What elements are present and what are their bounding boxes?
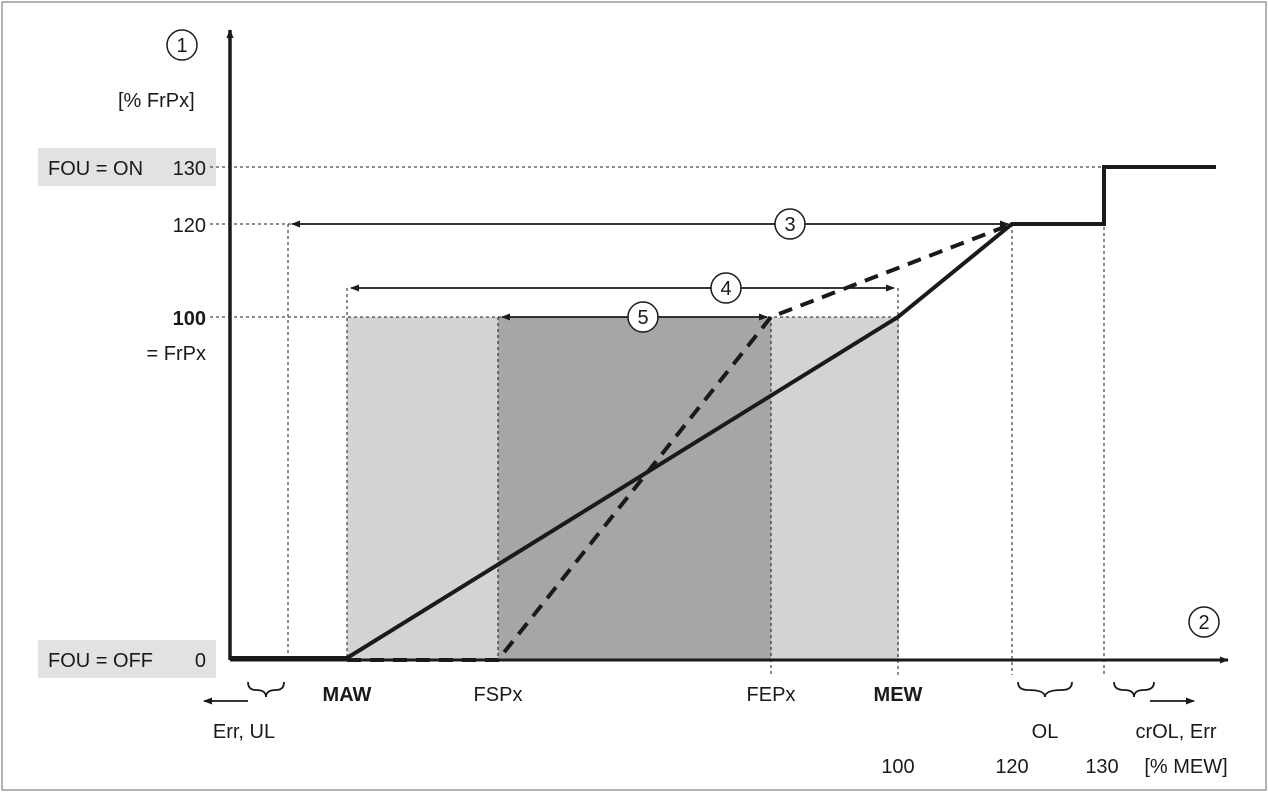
y-axis-marker: 1 (166, 29, 198, 61)
x-label-mew: MEW (874, 684, 923, 706)
svg-text:1: 1 (176, 35, 187, 57)
fou-on-tag-bg (38, 148, 216, 186)
x-label-maw: MAW (323, 684, 372, 706)
range-3-marker: 3 (774, 208, 806, 240)
y-tick-100-sub: = FrPx (147, 343, 206, 365)
range-4-marker: 4 (710, 272, 742, 304)
fou-off-tag-bg (38, 640, 216, 678)
y-tick-120: 120 (173, 215, 206, 237)
x-axis-marker: 2 (1188, 606, 1220, 638)
fou-on-label: FOU = ON (48, 158, 143, 180)
overload-brace (1017, 681, 1073, 698)
svg-text:3: 3 (784, 214, 795, 236)
y-tick-0: 0 (195, 650, 206, 672)
critical-overload-brace (1113, 681, 1155, 698)
solid-characteristic-curve (230, 165, 1216, 660)
x-label-fspx: FSPx (474, 684, 523, 706)
x-label-fepx: FEPx (747, 684, 796, 706)
y-tick-130: 130 (173, 158, 206, 180)
underload-brace (247, 681, 285, 698)
critical-overload-region-label: crOL, Err (1135, 721, 1216, 743)
svg-text:2: 2 (1198, 612, 1209, 634)
y-axis-unit: [% FrPx] (118, 90, 195, 112)
x-axis-unit: [% MEW] (1144, 756, 1227, 778)
svg-text:5: 5 (637, 307, 648, 329)
y-tick-100: 100 (173, 308, 206, 330)
underload-region-label: Err, UL (213, 721, 275, 743)
svg-text:4: 4 (720, 278, 731, 300)
overload-region-label: OL (1032, 721, 1059, 743)
fou-off-label: FOU = OFF (48, 650, 153, 672)
dashed-characteristic-curve (347, 222, 1013, 662)
range-5-marker: 5 (627, 301, 659, 333)
x-tick-130: 130 (1085, 756, 1118, 778)
x-tick-120: 120 (995, 756, 1028, 778)
x-tick-100: 100 (881, 756, 914, 778)
